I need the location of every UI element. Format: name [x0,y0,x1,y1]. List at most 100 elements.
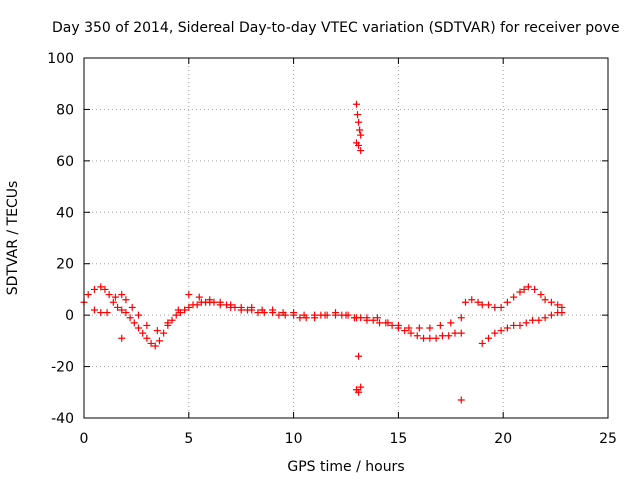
data-point-marker [531,285,539,293]
data-point-marker [143,321,151,329]
data-point-marker [413,332,421,340]
data-point-marker [172,311,180,319]
y-tick-label: -40 [51,411,74,427]
data-point-marker [451,329,459,337]
data-point-marker [181,306,189,314]
data-point-marker [269,306,277,314]
data-point-marker [522,319,530,327]
data-point-marker [118,334,126,342]
data-point-marker [164,319,172,327]
data-point-marker [516,288,524,296]
x-axis-label: GPS time / hours [287,459,404,475]
y-tick-label: 80 [56,102,74,118]
data-point-marker [497,303,505,311]
data-point-marker [130,319,138,327]
data-point-marker [118,306,126,314]
data-point-marker [516,321,524,329]
x-tick-label: 25 [599,431,617,447]
data-point-marker [485,301,493,309]
data-point-marker [497,327,505,335]
data-point-marker [445,332,453,340]
data-point-marker [491,329,499,337]
data-point-marker [352,314,360,322]
data-point-marker [300,311,308,319]
data-point-marker [352,100,360,108]
data-point-marker [436,321,444,329]
data-point-marker [478,339,486,347]
data-point-marker [541,296,549,304]
data-point-marker [193,301,201,309]
grid-lines [84,58,608,418]
x-tick-label: 0 [80,431,89,447]
data-point-marker [103,309,111,317]
data-point-marker [90,306,98,314]
data-point-marker [342,311,350,319]
x-tick-label: 5 [184,431,193,447]
data-point-marker [355,118,363,126]
data-point-marker [438,332,446,340]
data-point-marker [216,298,224,306]
data-point-marker [290,309,298,317]
data-point-marker [332,309,340,317]
data-point-marker [510,321,518,329]
data-point-marker [355,352,363,360]
data-point-marker [118,291,126,299]
data-point-marker [420,334,428,342]
data-point-marker [153,327,161,335]
data-point-marker [363,314,371,322]
data-point-marker [143,334,151,342]
data-point-marker [195,293,203,301]
data-point-marker [97,309,105,317]
data-point-marker [447,319,455,327]
data-point-marker [384,319,392,327]
data-point-marker [185,303,193,311]
plot-frame [83,57,609,419]
data-point-marker [254,309,262,317]
data-point-marker [524,283,532,291]
data-point-marker [134,311,142,319]
data-point-marker [160,329,168,337]
data-point-marker [432,334,440,342]
data-point-marker [356,126,364,134]
data-point-marker [258,306,266,314]
data-point-marker [457,396,465,404]
data-point-marker [354,111,362,119]
y-axis-label: SDTVAR / TECUs [5,181,21,296]
data-point-marker [388,321,396,329]
data-point-marker [168,316,176,324]
data-point-marker [210,298,218,306]
y-tick-label: 0 [65,308,74,324]
data-point-marker [547,311,555,319]
data-point-marker [357,383,365,391]
data-point-marker [503,298,511,306]
data-point-marker [111,293,119,301]
data-point-marker [529,316,537,324]
data-point-marker [461,298,469,306]
data-point-marker [503,324,511,332]
data-point-marker [405,324,413,332]
data-point-marker [122,309,130,317]
data-point-marker [457,314,465,322]
data-point-marker [510,293,518,301]
data-point-marker [139,329,147,337]
data-point-marker [321,311,329,319]
data-point-marker [126,314,134,322]
data-point-marker [311,311,319,319]
data-point-marker [478,301,486,309]
data-point-marker [426,334,434,342]
data-point-marker [248,303,256,311]
data-point-marker [231,303,239,311]
data-point-marker [468,296,476,304]
data-point-marker [206,296,214,304]
data-point-marker [376,319,384,327]
data-point-marker [174,306,182,314]
data-point-marker [520,285,528,293]
data-point-marker [97,283,105,291]
data-point-marker [122,296,130,304]
data-point-marker [541,314,549,322]
data-point-marker [373,314,381,322]
data-point-marker [109,298,117,306]
data-point-marker [296,314,304,322]
chart-title: Day 350 of 2014, Sidereal Day-to-day VTE… [52,20,620,36]
y-tick-label: 40 [56,205,74,221]
